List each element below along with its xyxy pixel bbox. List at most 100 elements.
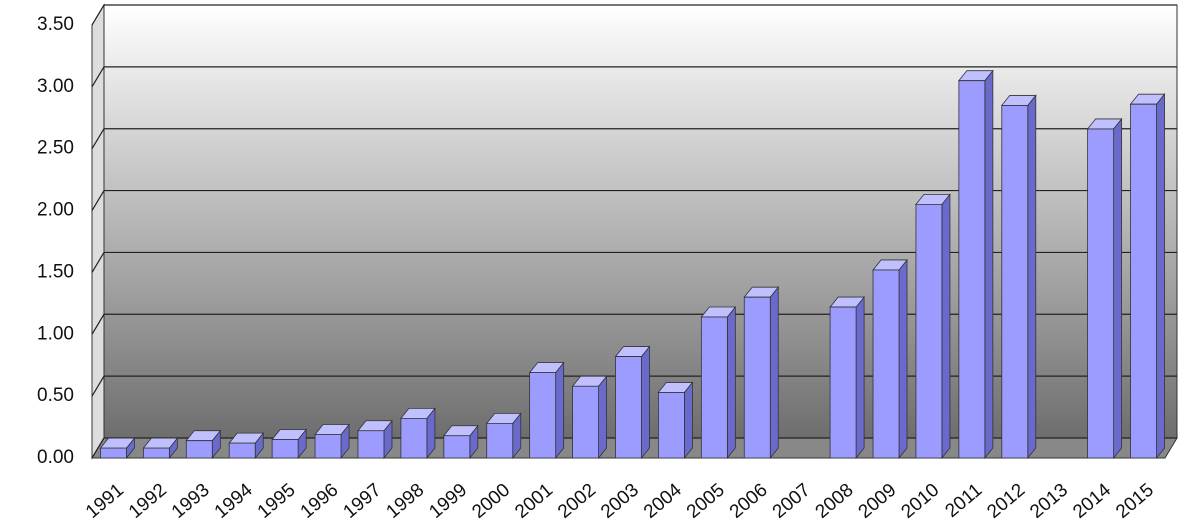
bar [1086,117,1123,460]
bar [657,381,694,460]
bar-front [872,269,900,459]
bar-front [443,435,471,459]
bar [485,412,522,460]
bar [442,424,479,460]
x-tick-label: 2008 [812,480,858,523]
y-tick-label: 3.50 [37,14,74,35]
bar-front [572,385,599,459]
x-tick-label: 2005 [683,480,729,523]
grid-line [91,128,1177,150]
bar [1000,94,1037,460]
y-tick-label: 1.00 [37,323,74,344]
x-tick-label: 1998 [382,480,428,523]
bar-front [271,439,299,459]
y-tick-label: 1.50 [37,261,74,282]
bar [185,429,222,460]
grid-line [91,66,1177,88]
bar-side [769,286,779,460]
x-tick-label: 2011 [941,480,986,522]
bar [915,193,951,460]
bar-side [684,381,693,460]
x-tick-label: 2014 [1069,479,1115,523]
bar [571,375,608,460]
bar-front [1130,103,1157,459]
bar-front [486,422,514,459]
x-tick-label: 1993 [168,480,214,523]
bar-side [898,258,908,460]
grid-line [91,375,1177,397]
bar-front [658,392,685,459]
x-tick-label: 2010 [897,480,943,523]
x-tick-label: 2012 [983,480,1029,523]
bar-front [142,447,170,459]
bar-side [1113,117,1123,460]
bar-side [1027,94,1037,460]
bar-side [1156,93,1165,460]
x-tick-label: 2007 [769,480,815,523]
x-tick-label: 1999 [425,480,471,523]
bar [99,436,136,460]
x-tick-label: 2004 [640,479,686,523]
bar-front [743,296,771,459]
bar-front [314,434,342,459]
bar-front [1087,128,1115,459]
bar [614,345,651,460]
x-tick-label: 2015 [1112,480,1158,523]
bar-front [529,372,557,459]
bar-front [185,440,213,459]
x-tick-label: 2002 [554,480,600,523]
x-tick-label: 2001 [511,480,557,523]
bar [528,361,565,460]
x-tick-label: 2013 [1026,480,1072,523]
bar-front [700,316,728,459]
y-tick-label: 2.50 [37,138,74,159]
bar-side [941,193,951,460]
bar [958,69,994,460]
bar [1129,93,1166,460]
bar-front [228,442,256,459]
y-tick-label: 3.00 [37,76,74,97]
bar [357,419,393,460]
bar-front [400,418,428,459]
grid-line [91,189,1177,211]
bar-side [641,345,650,460]
x-tick-label: 1991 [82,480,128,523]
bar-front [829,306,857,459]
bar [872,258,908,460]
x-tick-label: 1992 [125,480,171,523]
bar-side [984,69,994,460]
bar [228,432,265,460]
x-tick-label: 1995 [254,480,300,523]
x-tick-label: 1997 [340,480,386,523]
bar-front [958,80,986,459]
bar-side [598,375,607,460]
bar [700,305,737,460]
grid-line [91,437,1177,459]
x-tick-label: 2006 [726,480,772,523]
bar-side [555,361,565,460]
bar-front [357,430,385,459]
bar-front [100,447,127,459]
bar [314,423,350,460]
bar-side [726,305,736,460]
bar-front [915,203,943,459]
x-tick-label: 1996 [297,480,343,523]
bar [271,428,307,460]
y-tick-label: 0.00 [37,447,74,468]
bar [829,295,865,460]
bar [142,436,179,460]
side-wall [91,3,105,460]
x-tick-label: 2009 [855,480,901,523]
bar [743,286,780,460]
grid-line [91,251,1177,273]
grid-line [91,4,1177,26]
bar-front [1001,105,1029,459]
grid-line [91,313,1177,335]
x-tick-label: 1994 [211,479,257,523]
y-tick-label: 2.00 [37,200,74,221]
bar-front [615,356,642,459]
bar [400,407,436,460]
x-tick-label: 2000 [468,480,514,523]
y-tick-label: 0.50 [37,385,74,406]
